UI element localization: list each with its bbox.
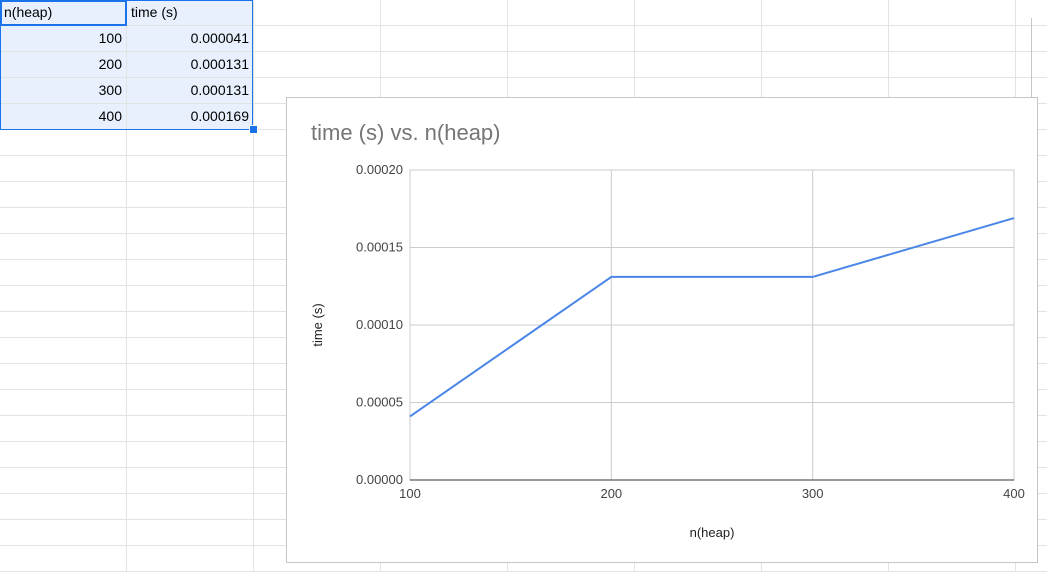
y-axis-title: time (s): [310, 303, 325, 346]
empty-cell[interactable]: [381, 26, 508, 52]
y-tick-label: 0.00010: [356, 317, 403, 332]
empty-cell[interactable]: [0, 156, 127, 182]
empty-cell[interactable]: [889, 52, 1016, 78]
empty-cell[interactable]: [508, 26, 635, 52]
chart-title: time (s) vs. n(heap): [311, 120, 501, 145]
empty-cell[interactable]: [635, 26, 762, 52]
empty-cell[interactable]: [127, 234, 254, 260]
empty-cell[interactable]: [889, 0, 1016, 26]
empty-cell[interactable]: [762, 26, 889, 52]
empty-cell[interactable]: [381, 52, 508, 78]
empty-cell[interactable]: [0, 286, 127, 312]
empty-cell[interactable]: [127, 260, 254, 286]
empty-cell[interactable]: [127, 338, 254, 364]
empty-cell[interactable]: [254, 52, 381, 78]
data-cell[interactable]: 200: [0, 52, 127, 78]
empty-cell[interactable]: [127, 130, 254, 156]
empty-cell[interactable]: [0, 260, 127, 286]
y-tick-label: 0.00015: [356, 240, 403, 255]
empty-cell[interactable]: [127, 442, 254, 468]
data-cell[interactable]: 0.000169: [127, 104, 254, 130]
data-cell[interactable]: 400: [0, 104, 127, 130]
fill-handle[interactable]: [249, 125, 258, 134]
y-tick-label: 0.00000: [356, 472, 403, 487]
empty-cell[interactable]: [127, 364, 254, 390]
empty-cell[interactable]: [254, 0, 381, 26]
data-cell[interactable]: 0.000131: [127, 52, 254, 78]
empty-cell[interactable]: [762, 0, 889, 26]
empty-cell[interactable]: [508, 0, 635, 26]
y-tick-label: 0.00020: [356, 162, 403, 177]
empty-cell[interactable]: [0, 234, 127, 260]
empty-cell[interactable]: [127, 468, 254, 494]
empty-cell[interactable]: [127, 208, 254, 234]
data-cell[interactable]: 0.000041: [127, 26, 254, 52]
empty-cell[interactable]: [0, 416, 127, 442]
empty-cell[interactable]: [127, 156, 254, 182]
empty-cell[interactable]: [0, 442, 127, 468]
empty-cell[interactable]: [0, 546, 127, 572]
empty-cell[interactable]: [0, 390, 127, 416]
header-cell[interactable]: n(heap): [0, 0, 127, 26]
empty-cell[interactable]: [127, 416, 254, 442]
empty-cell[interactable]: [0, 182, 127, 208]
empty-cell[interactable]: [0, 338, 127, 364]
x-tick-label: 400: [1003, 486, 1025, 501]
y-tick-label: 0.00005: [356, 395, 403, 410]
empty-cell[interactable]: [0, 520, 127, 546]
empty-cell[interactable]: [0, 364, 127, 390]
empty-cell[interactable]: [762, 52, 889, 78]
empty-cell[interactable]: [0, 208, 127, 234]
empty-cell[interactable]: [635, 0, 762, 26]
empty-cell[interactable]: [889, 26, 1016, 52]
empty-cell[interactable]: [127, 546, 254, 572]
header-cell[interactable]: time (s): [127, 0, 254, 26]
empty-cell[interactable]: [0, 468, 127, 494]
x-tick-label: 200: [600, 486, 622, 501]
chart[interactable]: time (s) vs. n(heap) 0.00000 0.00005 0.000…: [286, 97, 1038, 563]
series-line: [409, 217, 1015, 418]
x-axis-title: n(heap): [690, 525, 735, 540]
empty-cell[interactable]: [127, 312, 254, 338]
empty-cell[interactable]: [127, 494, 254, 520]
empty-cell[interactable]: [0, 312, 127, 338]
empty-cell[interactable]: [254, 26, 381, 52]
x-tick-label: 300: [802, 486, 824, 501]
empty-cell[interactable]: [127, 286, 254, 312]
empty-cell[interactable]: [635, 52, 762, 78]
empty-cell[interactable]: [0, 130, 127, 156]
empty-cell[interactable]: [508, 52, 635, 78]
empty-cell[interactable]: [127, 390, 254, 416]
empty-cell[interactable]: [0, 494, 127, 520]
x-tick-label: 100: [399, 486, 421, 501]
data-cell[interactable]: 0.000131: [127, 78, 254, 104]
data-cell[interactable]: 100: [0, 26, 127, 52]
empty-cell[interactable]: [127, 520, 254, 546]
empty-cell[interactable]: [381, 0, 508, 26]
data-cell[interactable]: 300: [0, 78, 127, 104]
chart-plot: 0.00000 0.00005 0.00010 0.00015 0.00020 100 20…: [310, 162, 1025, 540]
empty-cell[interactable]: [127, 182, 254, 208]
